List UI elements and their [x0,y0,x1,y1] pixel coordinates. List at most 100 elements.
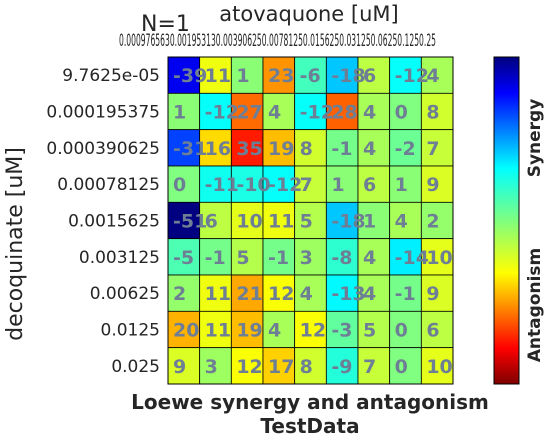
heatmap-cell-value: -14 [395,247,429,269]
heatmap-cell-value: 7 [426,138,439,160]
chart-title: Loewe synergy and antagonism [131,390,489,414]
heatmap-cell [420,347,454,385]
heatmap-cell-value: 10 [426,247,452,269]
heatmap-cell-value: 9 [426,283,439,305]
x-tick-labels: 0.000976563​0.00195313​0.00390625​0.0078… [119,31,436,51]
heatmap-cell-value: 23 [268,65,294,87]
heatmap-cell-value: 4 [426,65,439,87]
heatmap-cell-value: 11 [205,283,231,305]
heatmap-cell [230,165,264,203]
heatmap-cell-value: 12 [236,356,262,378]
heatmap-cell [420,274,454,312]
y-tick-label: 0.00625 [90,284,160,304]
heatmap-cell [167,238,201,276]
heatmap-cell [389,274,422,312]
heatmap-cell-value: 27 [236,102,262,124]
heatmap-cell-value: 4 [363,247,376,269]
heatmap-cell-value: -13 [331,283,365,305]
heatmap-cell [230,129,264,167]
heatmap-cell-value: 7 [363,356,376,378]
heatmap-cell [199,310,232,349]
heatmap-cell-value: 4 [363,138,376,160]
heatmap-cell-value: 1 [173,102,186,124]
heatmap-cell-value: 0 [395,356,408,378]
y-tick-label: 0.00078125 [57,175,160,195]
heatmap-cell-value: 6 [205,211,218,233]
y-tick-label: 0.0015625 [68,212,160,232]
heatmap-cell [389,92,422,131]
heatmap-cell-value: 16 [205,138,231,160]
heatmap-cell-value: -1 [268,247,289,269]
heatmap-cell-value: 4 [300,283,313,305]
colorbar-antagonism-label: Antagonism [525,248,545,362]
heatmap-cell-value: 5 [236,247,249,269]
heatmap-cell [167,274,201,312]
heatmap-cell-value: -3 [331,320,352,342]
heatmap-cell [294,274,327,312]
heatmap-cell-value: 4 [363,283,376,305]
heatmap-cell [199,274,232,312]
heatmap-cell-value: -18 [331,211,365,233]
heatmap-cell-value: -39 [173,65,207,87]
heatmap-cell-value: -10 [236,174,270,196]
heatmap-cell [294,201,327,240]
heatmap-cell-value: 4 [268,102,281,124]
heatmap-cells [167,56,454,385]
heatmap-cell-value: 12 [268,283,294,305]
heatmap-cell-value: -12 [300,102,334,124]
y-tick-label: 0.000390625 [46,139,160,159]
heatmap-cell-value: 11 [205,320,231,342]
heatmap-cell-value: 3 [205,356,218,378]
heatmap-cell [325,238,359,276]
colorbar [493,56,520,385]
heatmap-cell [262,347,296,385]
heatmap-cell [167,310,201,349]
heatmap-cell [357,201,391,240]
heatmap-cell-value: 10 [426,356,452,378]
y-tick-labels: 9.7625e-05 0.000195375 0.000390625 0.000781… [46,66,160,377]
heatmap-cell-value: 6 [426,320,439,342]
heatmap-cell [357,129,391,167]
heatmap-cell [199,238,232,276]
heatmap-cell-value: -18 [331,65,365,87]
heatmap-cell [357,347,391,385]
heatmap-cell [389,129,422,167]
heatmap-cell [420,238,454,276]
heatmap-cell [294,310,327,349]
heatmap-cell [199,201,232,240]
heatmap-cell-value: -5 [173,247,194,269]
heatmap-cell-value: 5 [363,320,376,342]
heatmap-cell-value: 6 [363,174,376,196]
heatmap-cell [357,92,391,131]
heatmap-cell-value: 11 [268,211,294,233]
heatmap-cell-value: 1 [236,65,249,87]
heatmap-cell [230,56,264,94]
heatmap-cell-value: 19 [236,320,262,342]
heatmap-cell [167,56,201,94]
heatmap-cell-value: 8 [426,102,439,124]
heatmap-cell-value: 4 [268,320,281,342]
heatmap-cell-value: 0 [395,320,408,342]
heatmap-cell-value: 12 [300,320,326,342]
heatmap-cell [262,92,296,131]
heatmap-cell-value: 2 [173,283,186,305]
heatmap-cell-value: 4 [395,211,408,233]
heatmap-cell [230,238,264,276]
heatmap-cell-value: 28 [331,102,357,124]
plot-frame [167,56,454,385]
heatmap-cell [262,129,296,167]
heatmap-cell [357,238,391,276]
heatmap-cell-value: 5 [300,211,313,233]
heatmap-cell-value: 1 [331,174,344,196]
heatmap-cell [230,92,264,131]
heatmap-cell [294,92,327,131]
heatmap-cell-value: -6 [300,65,321,87]
heatmap-cell [325,274,359,312]
heatmap-cell [389,201,422,240]
heatmap-cell-value: 9 [173,356,186,378]
heatmap-cell [294,238,327,276]
heatmap-cell-value: 19 [268,138,294,160]
heatmap-cell-value: 8 [300,138,313,160]
heatmap-cell-value: -1 [205,247,226,269]
